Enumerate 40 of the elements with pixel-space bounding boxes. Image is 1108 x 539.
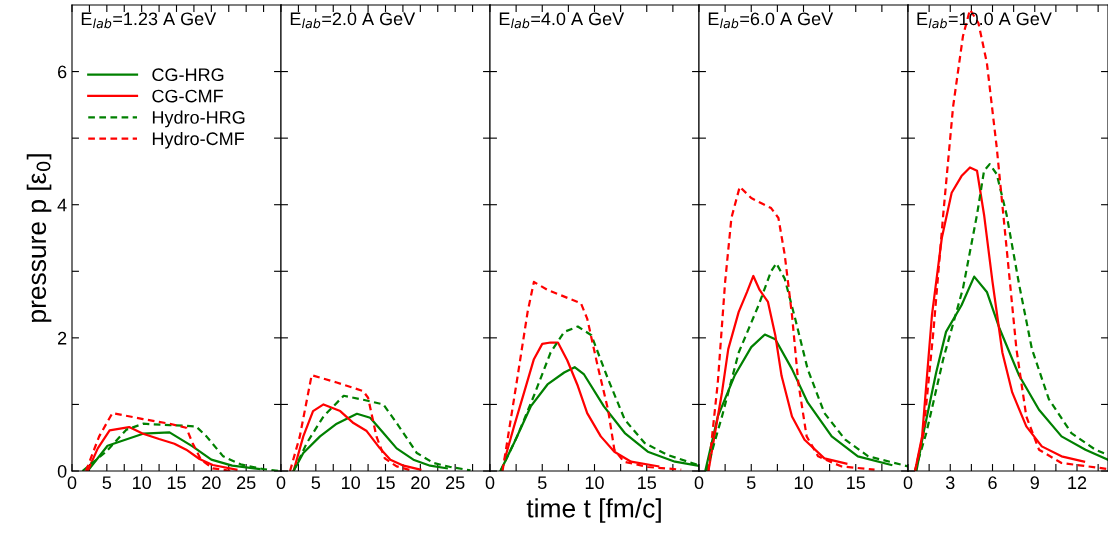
chart-title: E$_{lab}$=10.0 A GeV: [917, 12, 1052, 29]
y-axis-title: pressure p [ε$_{0}$]: [26, 154, 52, 322]
x-tick-label: 25: [446, 476, 465, 490]
x-tick-label: 10: [585, 476, 604, 490]
x-tick-label: 15: [847, 476, 866, 490]
x-axis-title: time t [fm/c]: [526, 498, 661, 523]
x-tick-label: 0: [67, 476, 77, 490]
x-tick-label: 0: [903, 476, 913, 490]
x-tick-label: 6: [988, 476, 997, 490]
x-tick-label: 12: [1068, 476, 1087, 489]
x-tick-label: 15: [376, 476, 395, 490]
x-tick-label: 3: [945, 476, 955, 490]
chart-title: E$_{lab}$=2.0 A GeV: [290, 12, 416, 29]
y-tick-label: 2: [58, 331, 67, 345]
legend-label: Hydro-CMF: [152, 131, 245, 149]
x-tick-label: 0: [694, 476, 704, 490]
y-tick-label: 4: [57, 198, 67, 212]
y-tick-label: 6: [58, 65, 67, 79]
chart-title: E$_{lab}$=1.23 A GeV: [81, 12, 217, 29]
x-tick-label: 5: [102, 476, 112, 490]
x-tick-label: 5: [746, 476, 756, 490]
chart-title: E$_{lab}$=6.0 A GeV: [708, 12, 834, 29]
y-tick-label: 0: [57, 464, 67, 478]
x-tick-label: 0: [276, 476, 286, 490]
legend-label: CG-HRG: [152, 68, 224, 82]
x-tick-label: 10: [342, 476, 360, 490]
x-tick-label: 20: [411, 476, 430, 490]
x-tick-label: 20: [202, 476, 221, 490]
x-tick-label: 5: [311, 476, 321, 490]
legend-label: CG-CMF: [152, 89, 223, 103]
x-tick-label: 5: [537, 476, 547, 490]
x-tick-label: 25: [237, 476, 256, 490]
x-tick-label: 10: [794, 476, 813, 490]
chart-title: E$_{lab}$=4.0 A GeV: [499, 12, 625, 29]
x-tick-label: 9: [1030, 476, 1039, 490]
legend-label: Hydro-HRG: [152, 110, 245, 128]
x-tick-label: 15: [638, 476, 657, 490]
x-tick-label: 15: [167, 476, 186, 490]
x-tick-label: 10: [133, 476, 151, 490]
x-tick-label: 0: [485, 476, 495, 490]
